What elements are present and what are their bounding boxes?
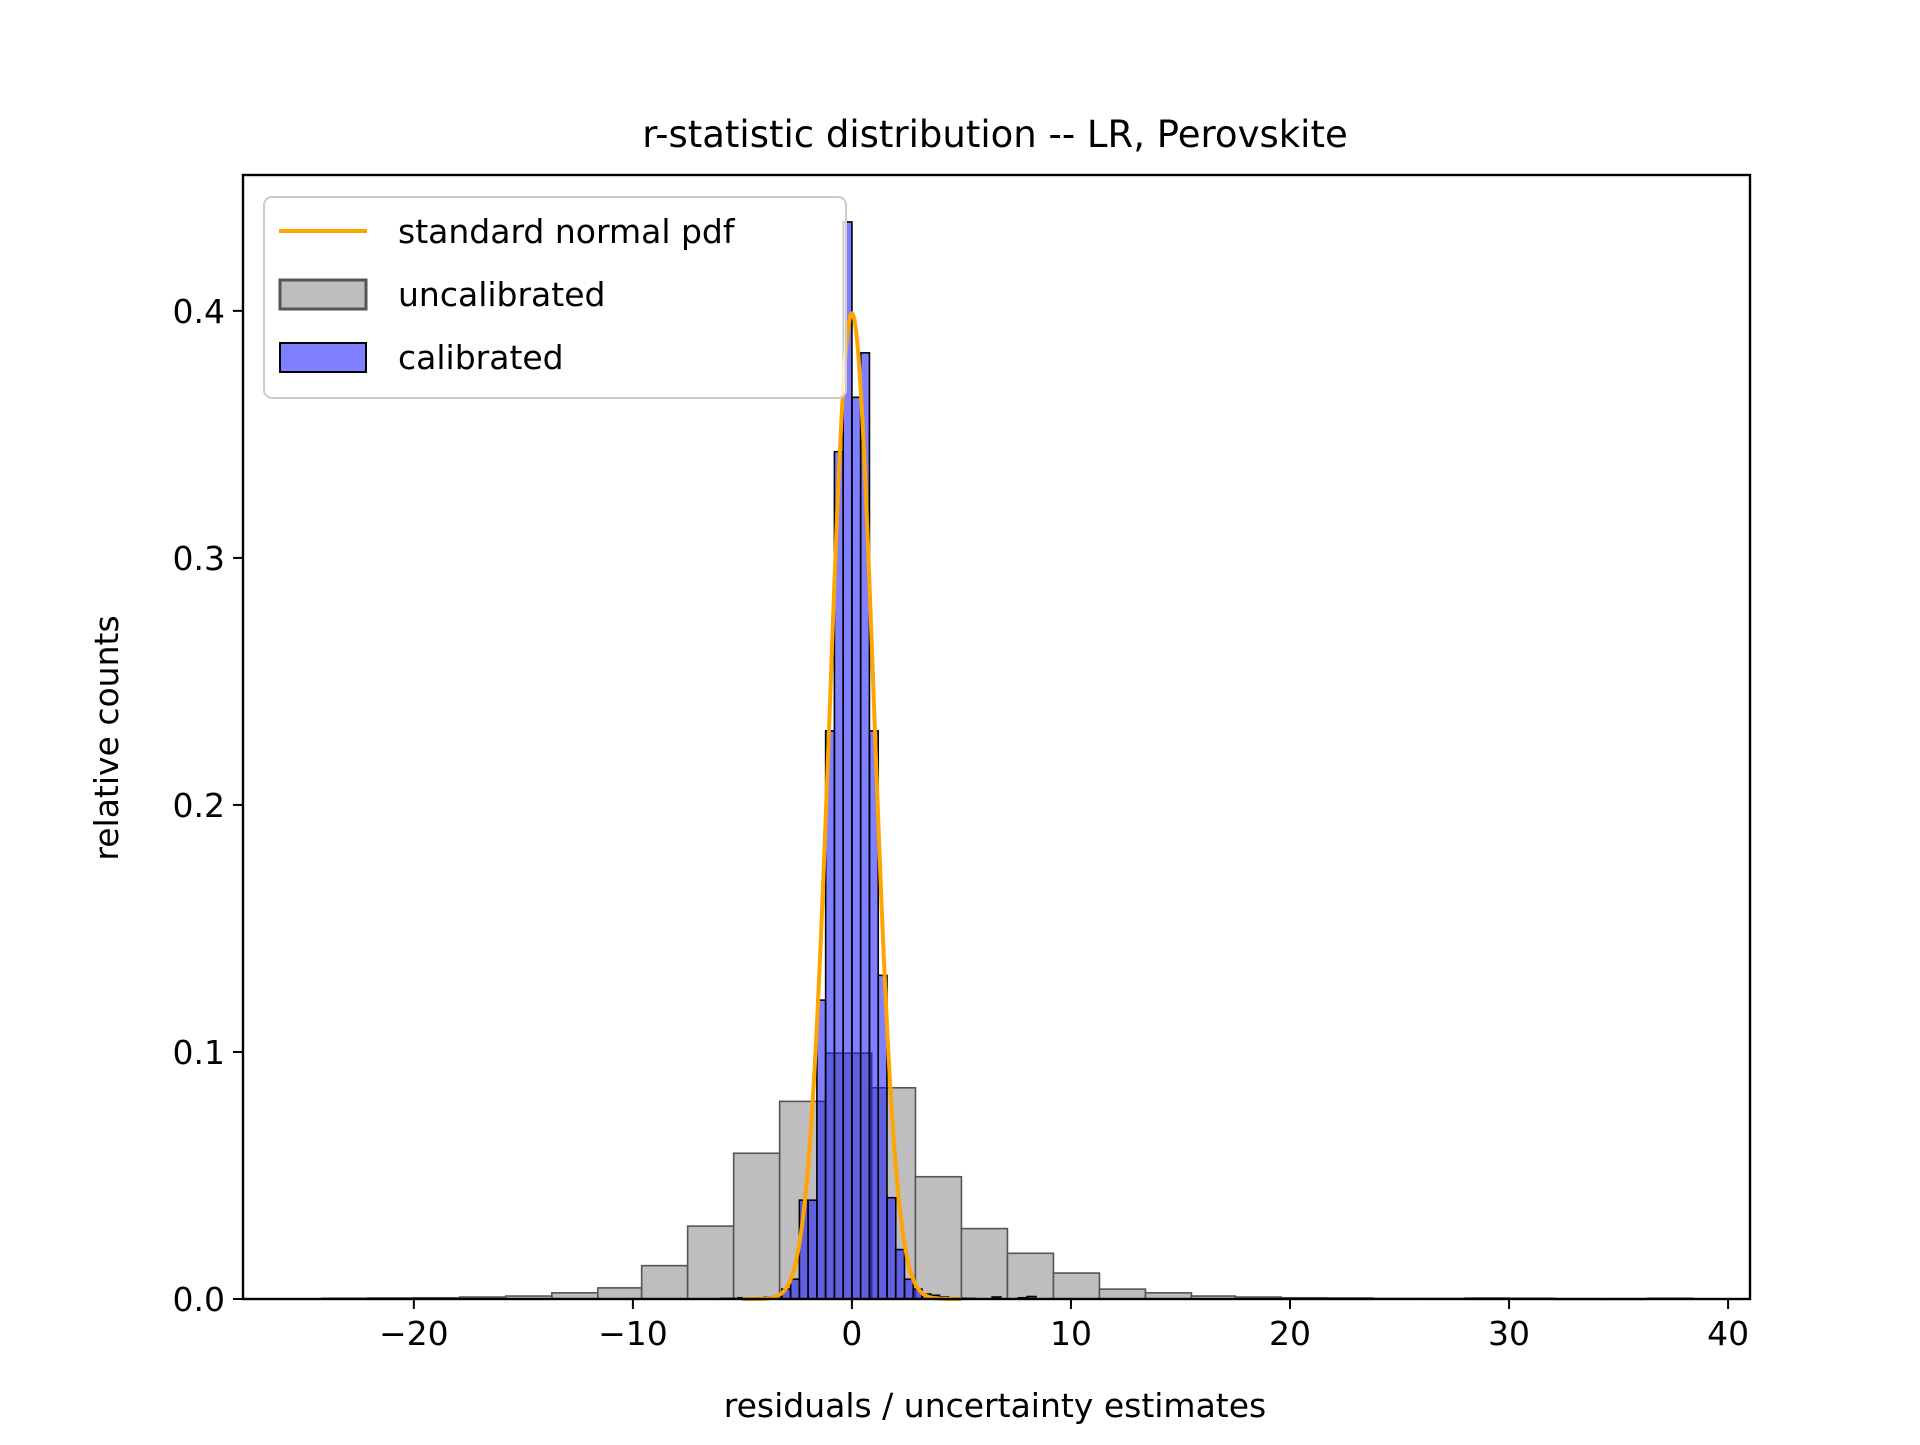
y-tick-label-0: 0.0	[173, 1280, 225, 1319]
uncalibrated-bar-13	[914, 1175, 963, 1300]
calibrated-bar-10	[807, 1199, 818, 1300]
calibrated-bar-11	[816, 999, 827, 1300]
x-tick-label-4: 20	[1269, 1314, 1311, 1353]
calibrated-bar-15	[851, 396, 862, 1300]
x-tick-label-1: −10	[598, 1314, 668, 1353]
uncalibrated-bar-17	[1098, 1288, 1147, 1300]
calibrated-bar-21	[903, 1278, 915, 1300]
y-tick-label-2: 0.2	[173, 786, 225, 825]
x-tick-label-2: 0	[841, 1314, 862, 1353]
uncalibrated-bar-9	[732, 1152, 781, 1300]
legend-label-pdf: standard normal pdf	[398, 212, 736, 251]
calibrated-bar-20	[894, 1248, 906, 1300]
x-tick-label-0: −20	[379, 1314, 449, 1353]
uncalibrated-bar-6	[597, 1287, 643, 1300]
uncalibrated-bar-8	[686, 1225, 735, 1300]
legend: standard normal pdf uncalibrated calibra…	[263, 196, 847, 399]
x-tick-label-6: 40	[1707, 1314, 1749, 1353]
y-tick-label-3: 0.3	[173, 539, 225, 578]
uncalibrated-bar-16	[1052, 1272, 1101, 1300]
legend-frame	[263, 196, 847, 399]
pdf-curve	[742, 311, 962, 1301]
uncalibrated-bar-14	[960, 1227, 1009, 1300]
y-tick-label-4: 0.4	[173, 292, 225, 331]
calibrated-bar-19	[886, 1196, 897, 1300]
legend-label-uncalibrated: uncalibrated	[398, 275, 605, 314]
uncalibrated-bar-15	[1006, 1252, 1055, 1300]
x-tick-label-5: 30	[1488, 1314, 1530, 1353]
axes: −20 −10 0 10 20 30 40 0.0 0.1 0.2 0.3 0.4	[173, 173, 1752, 1353]
y-axis-label: relative counts	[87, 615, 126, 860]
plot-frame	[241, 173, 1752, 1301]
chart-title: r-statistic distribution -- LR, Perovski…	[642, 113, 1347, 156]
legend-swatch-calibrated	[279, 342, 367, 373]
x-axis-label: residuals / uncertainty estimates	[724, 1386, 1267, 1425]
calibrated-bar-8	[789, 1278, 801, 1300]
x-tick-label-3: 10	[1050, 1314, 1092, 1353]
legend-label-calibrated: calibrated	[398, 338, 564, 377]
pdf-curve-layer	[742, 311, 962, 1301]
uncalibrated-bar-7	[640, 1264, 689, 1300]
y-tick-label-1: 0.1	[173, 1033, 225, 1072]
legend-swatch-uncalibrated	[278, 278, 368, 311]
